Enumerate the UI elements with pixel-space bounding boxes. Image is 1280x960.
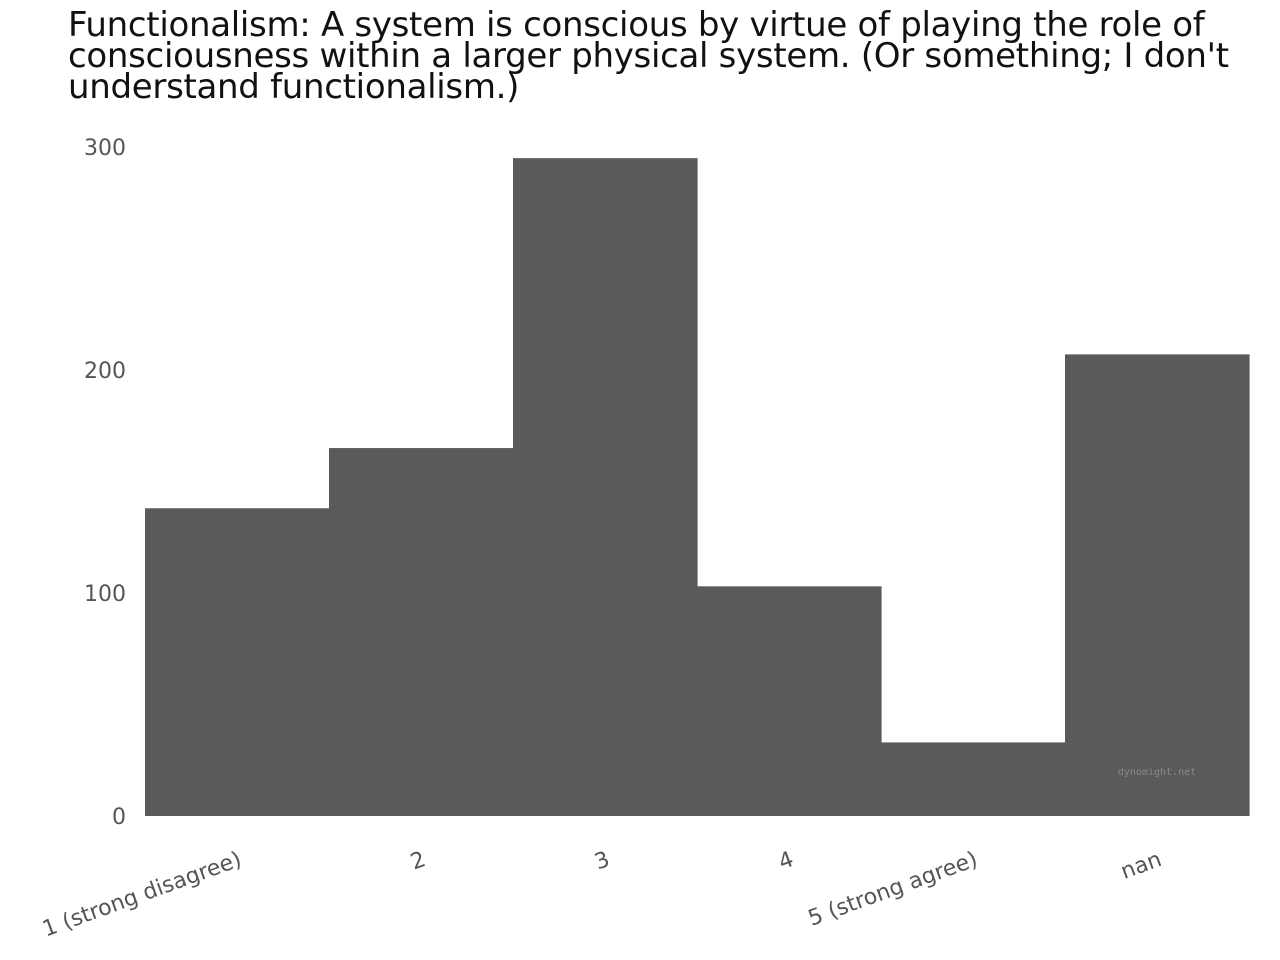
bar-5 bbox=[1065, 354, 1250, 816]
bars-group bbox=[145, 158, 1250, 816]
x-tick-label-4: 5 (strong agree) bbox=[805, 847, 981, 931]
bar-3 bbox=[697, 586, 882, 816]
bar-4 bbox=[881, 742, 1066, 816]
bar-2 bbox=[513, 158, 698, 816]
y-tick-label-0: 0 bbox=[112, 805, 126, 830]
x-tick-label-2: 3 bbox=[591, 847, 613, 875]
x-tick-label-0: 1 (strong disagree) bbox=[39, 847, 245, 942]
y-tick-label-3: 300 bbox=[84, 136, 126, 161]
bar-0 bbox=[145, 508, 330, 816]
x-tick-label-5: nan bbox=[1118, 847, 1165, 885]
y-tick-label-1: 100 bbox=[84, 582, 126, 607]
y-tick-label-2: 200 bbox=[84, 359, 126, 384]
x-tick-label-1: 2 bbox=[407, 847, 429, 875]
x-axis-ticks: 1 (strong disagree) 2 3 4 5 (strong agree) na… bbox=[39, 847, 1165, 942]
chart-title: Functionalism: A system is conscious by … bbox=[68, 5, 1229, 107]
x-tick-label-3: 4 bbox=[775, 847, 797, 875]
y-axis-ticks: 0 100 200 300 bbox=[84, 136, 126, 830]
watermark-text: dynomight.net bbox=[1118, 767, 1196, 778]
bar-1 bbox=[329, 448, 514, 816]
